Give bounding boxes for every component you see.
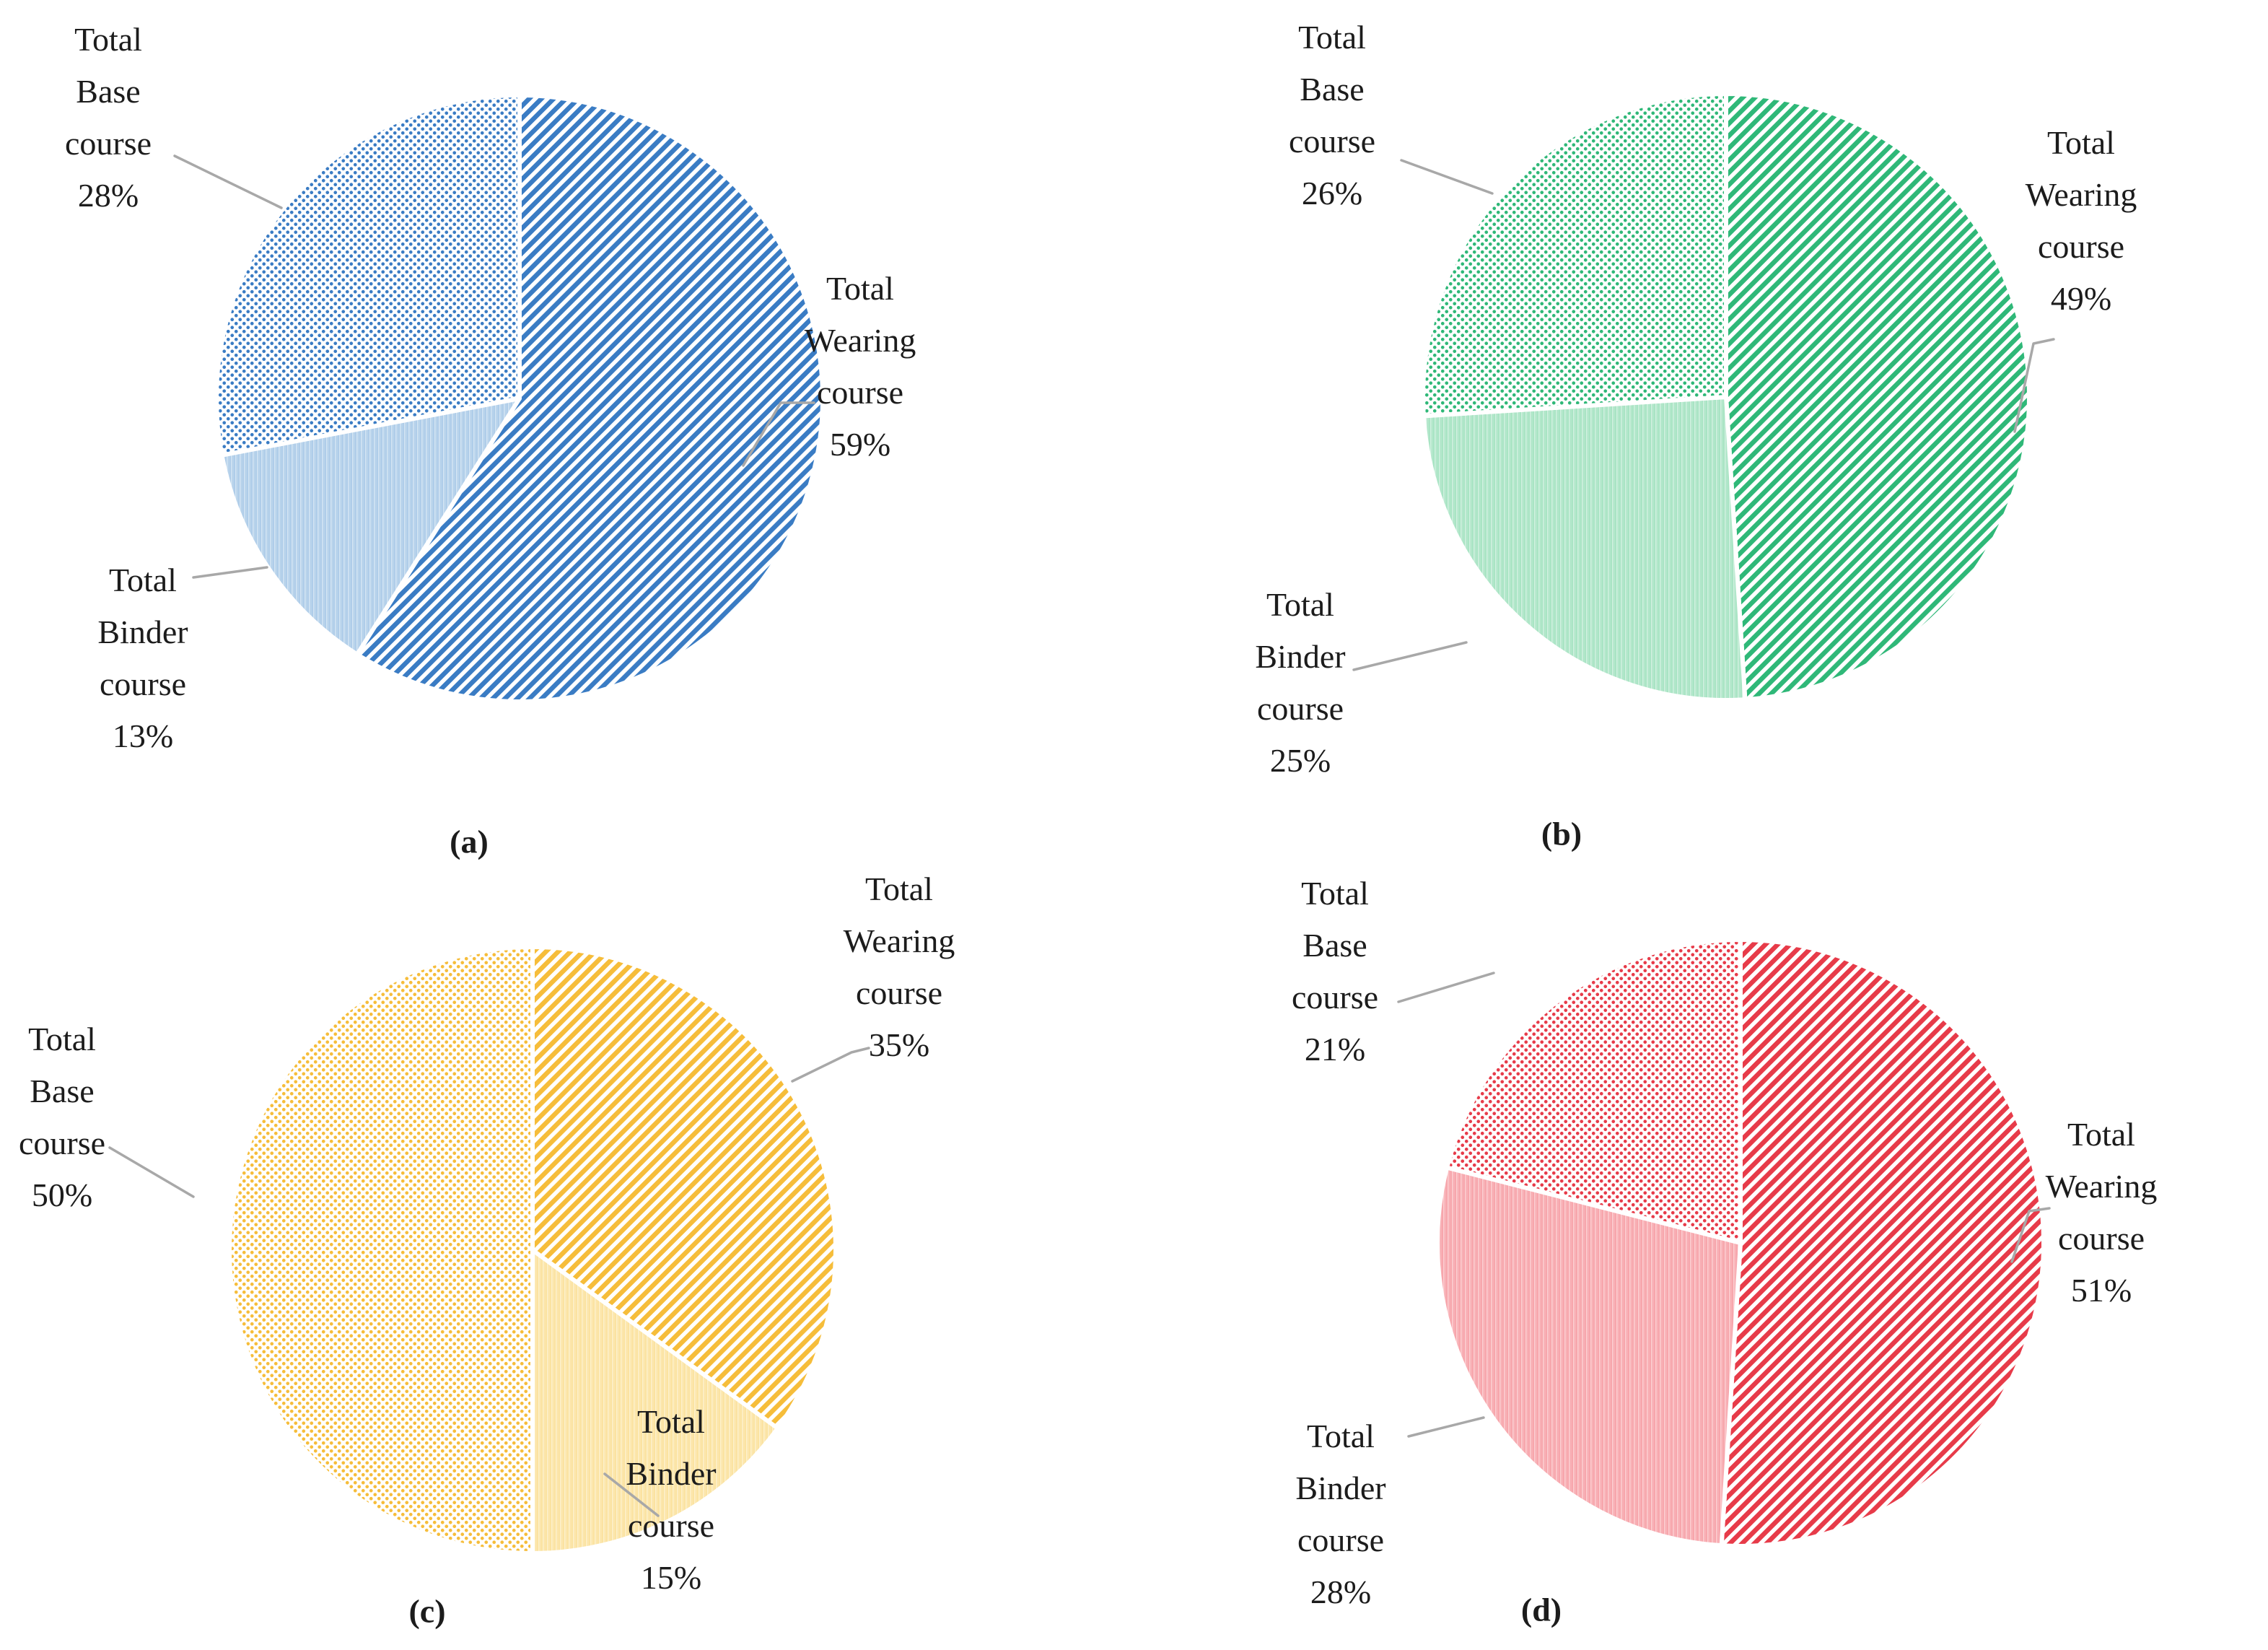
slice-label-total-binder-course-a: Total Binder course 13% — [97, 554, 188, 762]
pie-slice-total-wearing-course-a — [354, 93, 825, 704]
slice-label-line: Base — [30, 1073, 95, 1109]
slice-label-total-binder-course-d: Total Binder course 28% — [1295, 1410, 1385, 1618]
slice-label-total-base-course-c: Total Base course 50% — [19, 1013, 105, 1221]
slice-label-line: 49% — [2050, 280, 2112, 317]
slice-label-line: 26% — [1301, 175, 1363, 211]
slice-label-line: course — [64, 125, 152, 162]
pie-slice-total-base-course-a — [214, 93, 522, 458]
slice-label-total-wearing-course-a: Total Wearing course 59% — [805, 263, 916, 471]
slice-label-line: 13% — [112, 717, 174, 754]
pie-slice-total-binder-course-a — [219, 396, 522, 657]
slice-label-line: Total — [637, 1403, 705, 1440]
pie-slice-total-base-course-c — [227, 945, 535, 1555]
slice-label-line: Total — [1266, 586, 1334, 623]
leader-line-total-wearing-course-d — [2010, 1207, 2051, 1263]
leader-line-total-binder-course-d — [1407, 1416, 1485, 1438]
slice-label-total-wearing-course-c: Total Wearing course 35% — [844, 863, 955, 1071]
slice-label-line: course — [18, 1125, 106, 1161]
slice-label-line: Total — [28, 1021, 96, 1057]
slice-label-total-binder-course-c: Total Binder course 15% — [626, 1396, 716, 1604]
chart-caption-d: (d) — [1520, 1591, 1562, 1628]
slice-label-total-wearing-course-b: Total Wearing course 49% — [2026, 117, 2137, 325]
slice-label-line: 21% — [1304, 1031, 1366, 1068]
slice-label-line: 28% — [1310, 1573, 1372, 1610]
slice-label-line: Base — [1302, 927, 1367, 964]
slice-label-line: Binder — [1255, 638, 1346, 675]
slice-label-total-base-course-d: Total Base course 21% — [1292, 868, 1378, 1075]
slice-label-line: Wearing — [804, 322, 916, 359]
slice-label-line: 25% — [1269, 742, 1331, 779]
slice-label-line: Total — [2067, 1116, 2135, 1153]
slice-label-line: Binder — [626, 1455, 717, 1492]
slice-label-line: 59% — [829, 426, 891, 463]
slice-label-line: course — [99, 665, 187, 702]
slice-label-line: course — [1297, 1522, 1385, 1558]
chart-caption-c: (c) — [408, 1592, 446, 1630]
slice-label-line: course — [2057, 1220, 2145, 1257]
slice-label-line: 15% — [640, 1559, 702, 1596]
slice-label-line: Total — [1298, 19, 1366, 56]
pie-slice-total-wearing-course-b — [1724, 92, 2031, 702]
slice-label-line: Base — [76, 73, 141, 110]
slice-label-line: Total — [865, 870, 933, 907]
leader-line-total-base-course-c — [108, 1146, 195, 1198]
slice-label-total-base-course-b: Total Base course 26% — [1289, 12, 1375, 219]
chart-caption-a: (a) — [450, 823, 489, 860]
slice-label-line: course — [816, 374, 904, 411]
slice-label-line: course — [1288, 123, 1376, 160]
leader-line-total-wearing-course-b — [2013, 338, 2055, 433]
slice-label-line: course — [2037, 228, 2125, 265]
slice-label-line: Total — [826, 270, 894, 307]
leader-line-total-base-course-a — [173, 154, 283, 209]
leader-line-total-binder-course-b — [1352, 641, 1468, 671]
slice-label-line: Total — [1307, 1418, 1375, 1454]
slice-label-line: Total — [1301, 875, 1369, 912]
slice-label-line: Wearing — [2045, 1168, 2158, 1205]
slice-label-line: course — [1256, 690, 1344, 727]
leader-line-total-base-course-d — [1397, 972, 1495, 1003]
slice-label-total-wearing-course-d: Total Wearing course 51% — [2046, 1109, 2158, 1317]
slice-label-line: 28% — [77, 177, 139, 214]
slice-label-line: 35% — [868, 1026, 930, 1063]
slice-label-line: Base — [1300, 71, 1365, 108]
slice-label-total-base-course-a: Total Base course 28% — [65, 14, 152, 222]
slice-label-total-binder-course-b: Total Binder course 25% — [1255, 579, 1345, 787]
pie-slice-total-base-course-b — [1421, 92, 1728, 419]
slice-label-line: Total — [74, 21, 142, 58]
slice-label-line: course — [627, 1507, 715, 1544]
pie-slice-total-wearing-course-d — [1719, 938, 2046, 1548]
pie-slice-total-binder-course-d — [1435, 1165, 1743, 1548]
slice-label-line: 51% — [2070, 1272, 2132, 1309]
slice-label-line: Binder — [97, 614, 188, 650]
leader-line-total-wearing-course-a — [742, 401, 815, 467]
slice-label-line: Wearing — [843, 922, 955, 959]
pie-slice-total-binder-course-b — [1421, 395, 1748, 702]
pie-slice-total-base-course-d — [1445, 938, 1743, 1245]
slice-label-line: Wearing — [2025, 176, 2137, 213]
leader-line-total-base-course-b — [1400, 159, 1494, 195]
slice-label-line: Total — [109, 562, 177, 598]
slice-label-line: 50% — [31, 1177, 93, 1213]
slice-label-line: Total — [2047, 124, 2115, 161]
slice-label-line: course — [1291, 979, 1379, 1016]
slice-label-line: course — [855, 974, 943, 1011]
pie-slice-total-wearing-course-c — [530, 945, 838, 1431]
chart-caption-b: (b) — [1541, 815, 1582, 852]
slice-label-line: Binder — [1295, 1470, 1386, 1506]
leader-line-total-binder-course-a — [192, 566, 268, 579]
